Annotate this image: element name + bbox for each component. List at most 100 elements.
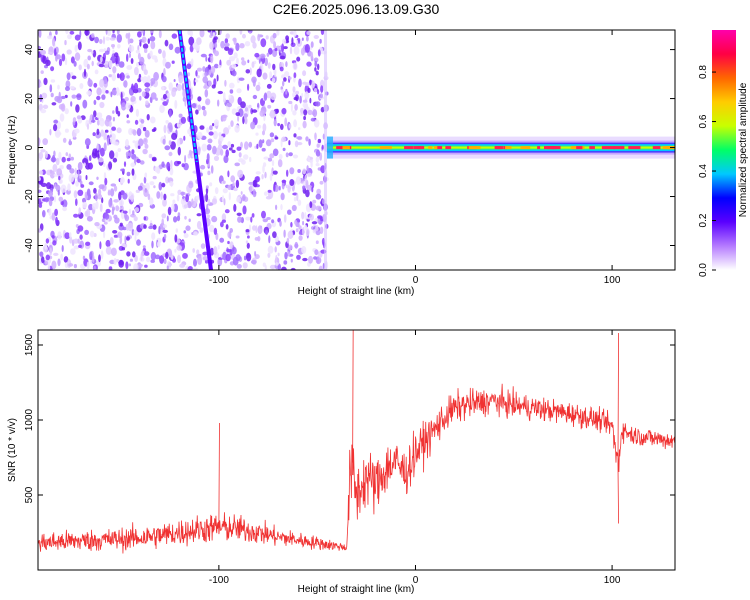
spectrogram-cell	[217, 99, 220, 107]
spectrogram-cell	[65, 30, 69, 35]
spectrogram-cell	[166, 215, 169, 222]
spectrogram-cell	[224, 46, 230, 51]
spectrogram-cell	[100, 129, 105, 137]
spectrogram-cell	[231, 246, 237, 255]
spectrogram-cell	[89, 230, 95, 238]
spectrogram-cell	[148, 225, 154, 230]
spectrogram-cell	[130, 194, 134, 202]
spectrogram-cell	[195, 70, 198, 77]
spectrogram-cell	[108, 120, 112, 128]
spectrogram-cell	[98, 184, 105, 190]
spectrogram-cell	[203, 85, 207, 89]
spectrogram-cell	[205, 185, 209, 189]
spectrogram-cell	[115, 87, 120, 96]
spectrogram-cell	[78, 175, 82, 179]
spectrogram-cell	[68, 138, 72, 146]
spectrogram-cell	[319, 38, 322, 44]
spectrogram-cell	[217, 90, 223, 95]
spectrogram-cell	[44, 150, 49, 159]
spectrogram-cell	[248, 141, 253, 148]
spectrogram-cell	[233, 203, 237, 212]
tone-hotspot	[520, 146, 531, 150]
spectrogram-cell	[242, 205, 247, 215]
spectrogram-cell	[311, 80, 316, 89]
spectrogram-cell	[74, 34, 81, 41]
spectrogram-cell	[221, 195, 225, 203]
spectrogram-cell	[105, 239, 111, 248]
spectrogram-cell	[302, 220, 305, 226]
spectrogram-cell	[114, 52, 119, 58]
spectrogram-cell	[47, 35, 53, 40]
spectrogram-cell	[170, 160, 173, 169]
spectrogram-cell	[64, 57, 68, 66]
spectrogram-cell	[72, 117, 77, 123]
spectrogram-cell	[108, 74, 113, 78]
spectrogram-cell	[182, 88, 187, 98]
spectrogram-cell	[264, 171, 267, 179]
spectrogram-cell	[213, 42, 218, 49]
spectrogram-cell	[38, 30, 42, 38]
spectrogram-cell	[159, 255, 165, 264]
spectrogram-cell	[38, 151, 44, 160]
spectrogram-cell	[296, 136, 302, 140]
spectrogram-cell	[103, 221, 108, 225]
tone-hotspot	[404, 146, 414, 150]
spectrogram-cell	[248, 224, 252, 232]
spectrogram-cell	[119, 72, 125, 81]
spectrogram-cell	[279, 220, 282, 227]
spectrogram-cell	[241, 60, 247, 66]
spectrogram-cell	[141, 36, 147, 44]
spectrogram-cell	[267, 252, 271, 258]
spectrogram-cell	[287, 251, 290, 257]
spectrogram-cell	[116, 34, 123, 43]
y-tick-label: 0	[24, 144, 35, 150]
spectrogram-cell	[237, 169, 244, 179]
spectrogram-cell	[183, 233, 189, 239]
spectrogram-cell	[282, 38, 287, 45]
spectrogram-cell	[132, 251, 136, 258]
spectrogram-cell	[56, 96, 63, 104]
spectrogram-cell	[251, 213, 255, 218]
spectrogram-cell	[144, 143, 149, 149]
tone-hotspot	[505, 146, 512, 150]
spectrogram-cell	[315, 163, 320, 167]
spectrogram-cell	[57, 189, 60, 196]
spectrogram-cell	[112, 110, 115, 114]
spectrogram-cell	[132, 129, 137, 136]
spectrogram-cell	[299, 95, 302, 104]
spectrogram-cell	[242, 33, 246, 39]
spectrogram-cell	[89, 162, 93, 170]
spectrogram-cell	[83, 59, 89, 68]
spectrogram-cell	[144, 172, 148, 178]
spectrogram-cell	[250, 216, 253, 223]
spectrogram-cell	[140, 252, 143, 261]
spectrogram-cell	[196, 220, 202, 230]
spectrogram-cell	[248, 181, 255, 185]
spectrogram-cell	[280, 204, 283, 211]
spectrogram-cell	[273, 41, 277, 49]
spectrogram-cell	[288, 100, 293, 105]
spectrogram-cell	[138, 138, 144, 147]
spectrogram-cell	[260, 38, 267, 48]
spectrogram-cell	[75, 198, 78, 206]
spectrogram-cell	[133, 216, 138, 222]
spectrogram-cell	[152, 224, 157, 230]
spectrogram-cell	[70, 101, 73, 107]
spectrogram-cell	[247, 83, 250, 91]
snr-y-label: SNR (10 * v/v)	[7, 418, 18, 482]
spectrogram-cell	[174, 46, 181, 54]
tone-hotspot	[428, 146, 433, 150]
spectrogram-cell	[293, 62, 297, 70]
spectrogram-cell	[89, 251, 93, 260]
spectrogram-cell	[230, 120, 234, 127]
spectrogram-cell	[227, 231, 232, 238]
spectrogram-cell	[58, 179, 63, 184]
spectrogram-cell	[143, 189, 149, 197]
spectrogram-cell	[146, 87, 150, 93]
spectrogram-cell	[134, 233, 137, 242]
spectrogram-cell	[40, 182, 47, 187]
spectrogram-cell	[292, 110, 297, 116]
spectrogram-cell	[165, 90, 168, 95]
spectrogram-cell	[109, 237, 114, 245]
spectrogram-cell	[104, 129, 109, 133]
